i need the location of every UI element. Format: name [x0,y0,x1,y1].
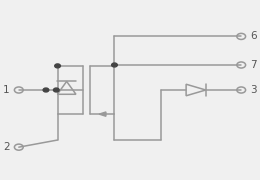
Text: 7: 7 [250,60,257,70]
Text: 1: 1 [3,85,10,95]
Circle shape [112,63,117,67]
Circle shape [54,88,59,92]
Text: 6: 6 [250,31,257,41]
Text: 2: 2 [3,142,10,152]
Circle shape [43,88,49,92]
Text: 3: 3 [250,85,257,95]
Circle shape [55,64,60,68]
Polygon shape [99,112,106,116]
